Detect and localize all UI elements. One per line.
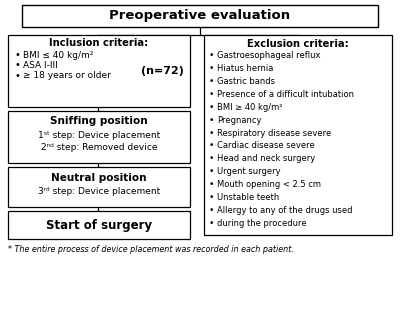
- Text: 1ˢᵗ step: Device placement: 1ˢᵗ step: Device placement: [38, 130, 160, 139]
- FancyBboxPatch shape: [22, 5, 378, 27]
- Text: •: •: [208, 90, 214, 99]
- Text: •: •: [208, 193, 214, 202]
- Text: 2ⁿᵈ step: Removed device: 2ⁿᵈ step: Removed device: [41, 143, 157, 152]
- Text: Sniffing position: Sniffing position: [50, 116, 148, 126]
- Text: •: •: [208, 103, 214, 112]
- Text: * The entire process of device placement was recorded in each patient.: * The entire process of device placement…: [8, 245, 294, 253]
- Text: BMI ≥ 40 kg/m²: BMI ≥ 40 kg/m²: [217, 103, 282, 112]
- Text: Preoperative evaluation: Preoperative evaluation: [110, 9, 290, 22]
- Text: •: •: [208, 51, 214, 61]
- Text: •: •: [208, 142, 214, 150]
- Text: •: •: [14, 71, 20, 81]
- Text: (n=72): (n=72): [141, 66, 184, 76]
- FancyBboxPatch shape: [204, 35, 392, 235]
- Text: •: •: [208, 167, 214, 176]
- Text: Head and neck surgery: Head and neck surgery: [217, 154, 315, 163]
- Text: ≥ 18 years or older: ≥ 18 years or older: [23, 71, 111, 80]
- Text: •: •: [208, 64, 214, 73]
- Text: Unstable teeth: Unstable teeth: [217, 193, 279, 202]
- Text: •: •: [208, 154, 214, 163]
- Text: ASA I-III: ASA I-III: [23, 61, 58, 70]
- FancyBboxPatch shape: [8, 111, 190, 163]
- Text: Cardiac disease severe: Cardiac disease severe: [217, 142, 315, 150]
- Text: •: •: [14, 50, 20, 60]
- Text: Presence of a difficult intubation: Presence of a difficult intubation: [217, 90, 354, 99]
- FancyBboxPatch shape: [8, 167, 190, 207]
- Text: Inclusion criteria:: Inclusion criteria:: [49, 38, 149, 48]
- Text: •: •: [208, 116, 214, 125]
- Text: Mouth opening < 2.5 cm: Mouth opening < 2.5 cm: [217, 180, 321, 189]
- FancyBboxPatch shape: [8, 35, 190, 107]
- Text: Pregnancy: Pregnancy: [217, 116, 262, 125]
- Text: Gastroesophageal reflux: Gastroesophageal reflux: [217, 51, 320, 61]
- Text: •: •: [208, 77, 214, 86]
- Text: Exclusion criteria:: Exclusion criteria:: [247, 39, 349, 49]
- Text: Respiratory disease severe: Respiratory disease severe: [217, 129, 331, 138]
- Text: Allergy to any of the drugs used: Allergy to any of the drugs used: [217, 206, 352, 215]
- Text: 3ʳᵈ step: Device placement: 3ʳᵈ step: Device placement: [38, 188, 160, 197]
- Text: Neutral position: Neutral position: [51, 173, 147, 183]
- Text: during the procedure: during the procedure: [217, 219, 307, 228]
- Text: Urgent surgery: Urgent surgery: [217, 167, 281, 176]
- Text: •: •: [208, 180, 214, 189]
- Text: •: •: [208, 219, 214, 228]
- Text: Start of surgery: Start of surgery: [46, 218, 152, 232]
- FancyBboxPatch shape: [8, 211, 190, 239]
- Text: Gastric bands: Gastric bands: [217, 77, 275, 86]
- Text: •: •: [208, 129, 214, 138]
- Text: •: •: [208, 206, 214, 215]
- Text: BMI ≤ 40 kg/m²: BMI ≤ 40 kg/m²: [23, 51, 93, 60]
- Text: Hiatus hernia: Hiatus hernia: [217, 64, 273, 73]
- Text: •: •: [14, 61, 20, 71]
